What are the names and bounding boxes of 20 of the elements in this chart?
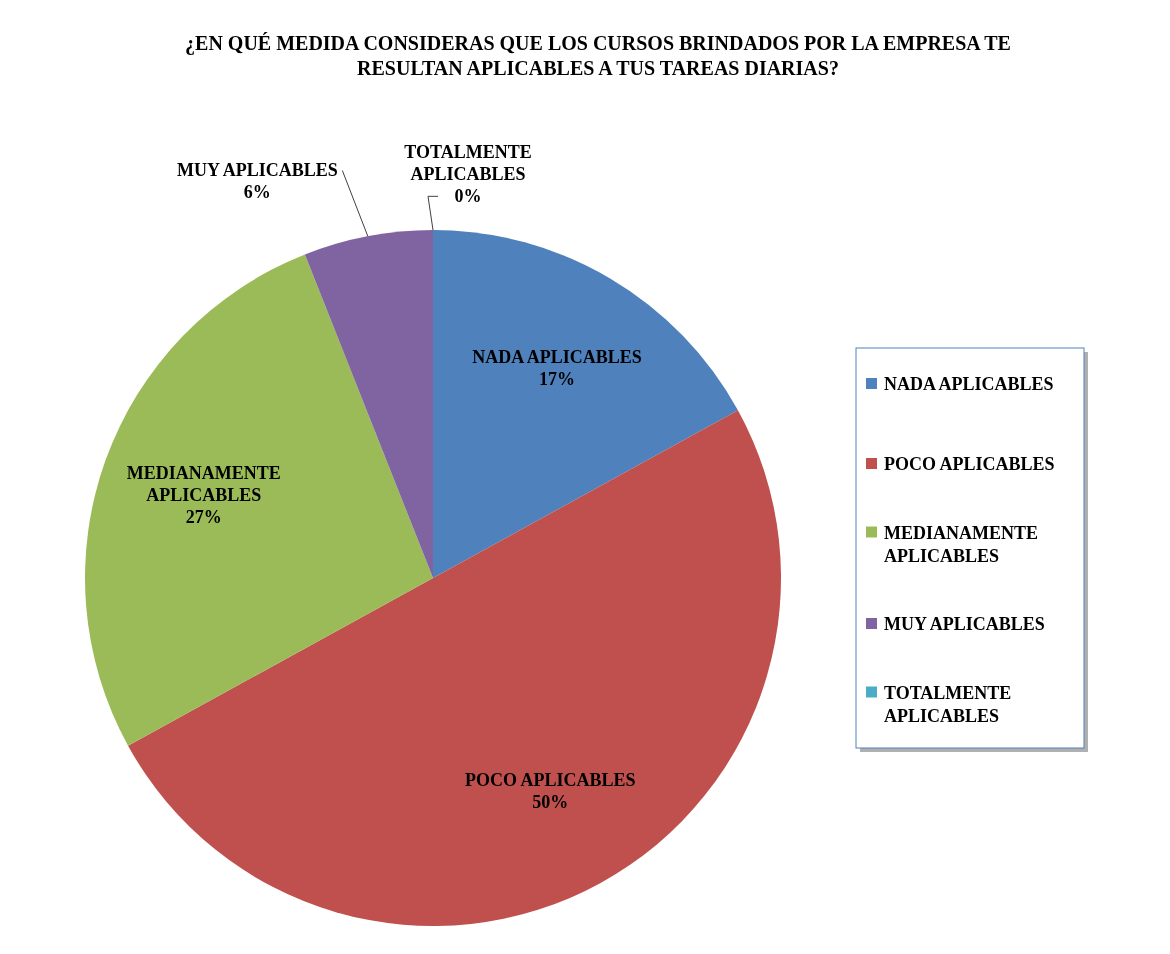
slice-label: NADA APLICABLES: [472, 347, 642, 368]
pie-slice: [128, 410, 781, 926]
legend-label: MEDIANAMENTE APLICABLES: [884, 522, 1039, 566]
legend-label: TOTALMENTE APLICABLES: [884, 682, 1012, 726]
legend-label: MUY APLICABLES: [884, 614, 1045, 634]
pie-slice: [85, 254, 433, 746]
data-label: 17%: [539, 369, 575, 390]
data-label: 27%: [185, 507, 222, 528]
legend-label: POCO APLICABLES: [884, 454, 1055, 474]
slice-label: MUY APLICABLES: [176, 160, 338, 181]
pie-slice: [304, 230, 433, 578]
data-label: 50%: [532, 792, 569, 813]
chart-title: ¿EN QUÉ MEDIDA CONSIDERAS QUE LOS CURSOS BRINDADOS POR LA EMPRESA TE RESULTAN APLICABLES A TUS TAREAS DIARIAS?: [185, 32, 1011, 79]
slice-label: POCO APLICABLES: [465, 770, 636, 791]
slice-label: MEDIANAMENTE APLICABLES: [126, 463, 281, 506]
data-label: 6%: [243, 182, 271, 203]
category-label: TOTALMENTE APLICABLES: [404, 142, 532, 185]
text: 0%: [454, 186, 482, 207]
pie-slice: [433, 230, 738, 578]
legend-label: NADA APLICABLES: [884, 374, 1054, 394]
